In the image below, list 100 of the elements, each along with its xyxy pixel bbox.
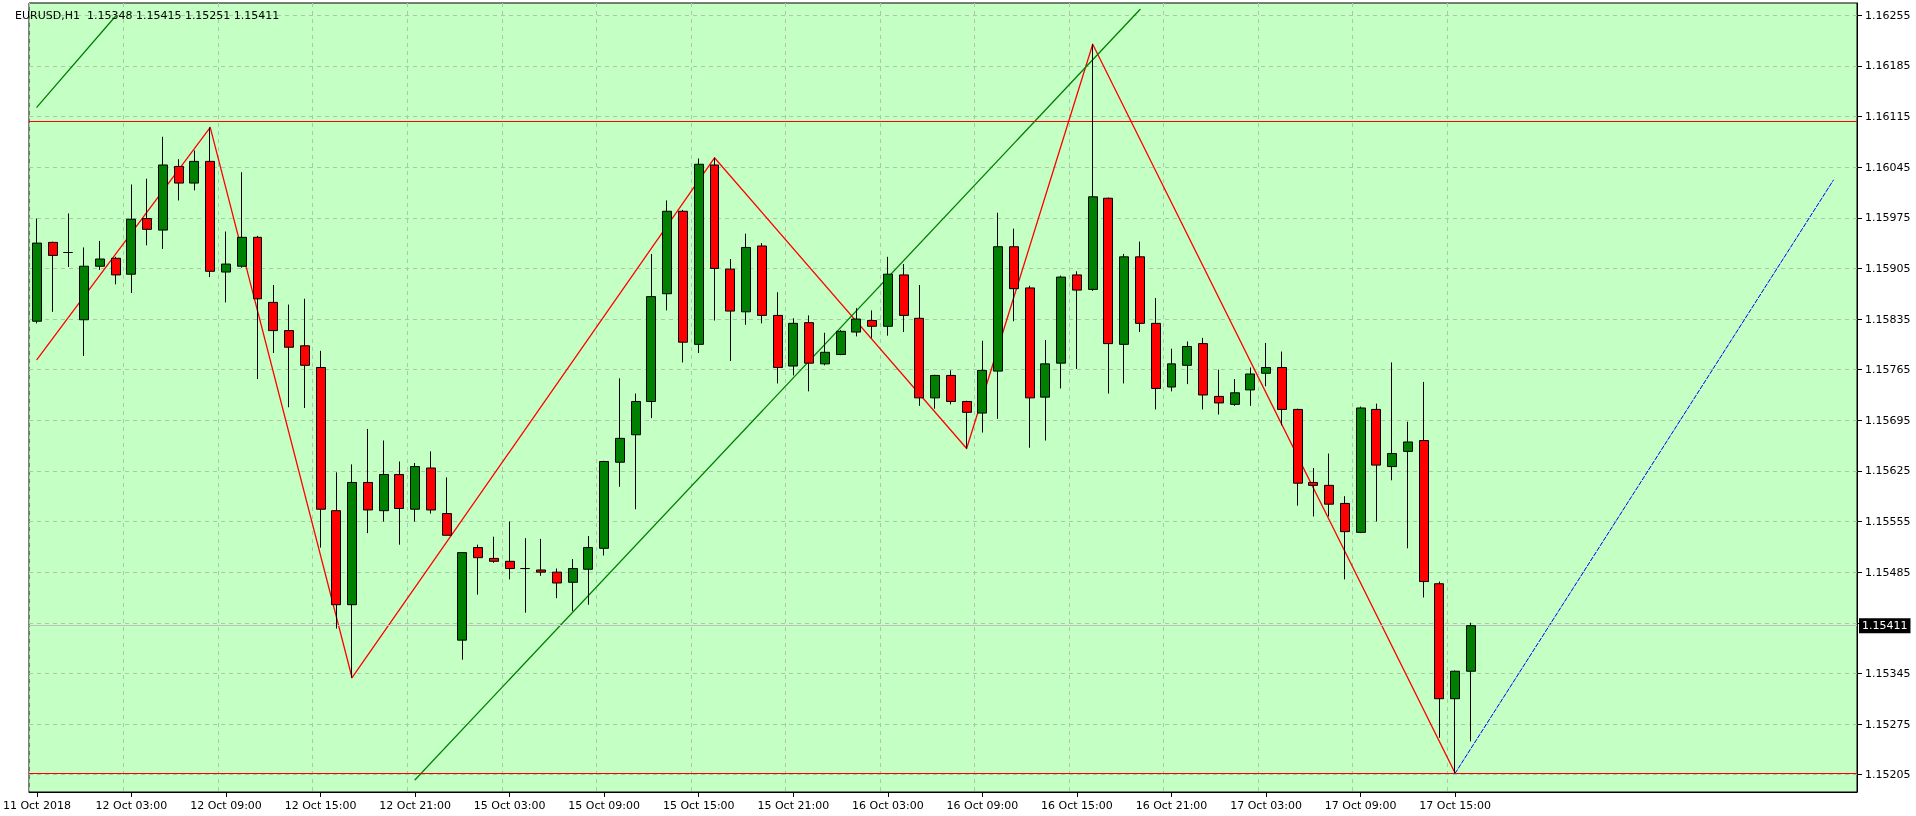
candlestick	[962, 400, 972, 449]
candlestick	[694, 157, 704, 354]
candlestick	[1450, 670, 1460, 774]
candlestick	[757, 242, 767, 324]
candlestick	[63, 212, 73, 268]
candlestick	[457, 552, 467, 661]
candlestick	[899, 263, 909, 333]
x-tick-label: 15 Oct 15:00	[662, 799, 735, 812]
candlestick	[725, 258, 735, 362]
candlestick	[1135, 241, 1145, 333]
candlestick	[48, 241, 58, 313]
candlestick	[867, 309, 877, 339]
candlestick	[442, 476, 452, 536]
x-tick-label: 15 Oct 21:00	[757, 799, 830, 812]
y-tick-label: 1.15625	[1865, 464, 1911, 478]
candlestick	[1261, 342, 1271, 387]
candlestick	[1230, 378, 1240, 407]
candlestick	[79, 246, 89, 357]
candlestick	[662, 199, 672, 311]
candlestick	[1387, 361, 1397, 481]
candlestick	[174, 158, 184, 201]
x-tick-label: 15 Oct 03:00	[473, 799, 546, 812]
candlestick	[804, 314, 814, 392]
candlestick	[237, 171, 247, 269]
candlestick	[710, 157, 719, 321]
candlestick	[1198, 337, 1208, 410]
candlestick	[788, 317, 798, 376]
candlestick	[1324, 453, 1334, 517]
candlestick	[520, 537, 530, 614]
text: EURUSD,H1 1.15348 1.15415 1.15251 1.15411	[15, 9, 280, 22]
candlestick	[930, 374, 940, 410]
candlestick	[473, 544, 483, 596]
candlestick	[1277, 351, 1287, 426]
candlestick	[773, 291, 783, 384]
y-tick-label: 1.15275	[1865, 717, 1911, 731]
candlestick	[741, 233, 751, 326]
y-tick-label: 1.15695	[1865, 413, 1911, 427]
x-tick-label: 17 Oct 03:00	[1230, 799, 1302, 812]
candlestick	[410, 462, 420, 523]
candlestick	[1340, 495, 1350, 580]
candlestick	[205, 126, 215, 278]
candlestick	[426, 450, 436, 515]
y-tick-label: 1.15485	[1865, 565, 1911, 579]
candlestick	[331, 471, 341, 630]
candlestick	[221, 231, 231, 303]
candlestick	[379, 440, 389, 523]
candlestick	[1072, 270, 1082, 370]
candlestick	[505, 521, 515, 580]
y-tick-label: 1.15905	[1865, 261, 1911, 275]
x-tick-label: 12 Oct 09:00	[190, 799, 262, 812]
y-tick-label: 1.16255	[1865, 8, 1911, 22]
candlestick	[1245, 366, 1255, 407]
x-tick-label: 11 Oct 2018	[2, 799, 71, 812]
x-tick-label: 12 Oct 03:00	[95, 799, 168, 812]
candlestick	[1151, 297, 1161, 410]
candlestick	[993, 212, 1003, 420]
x-tick-label: 17 Oct 09:00	[1324, 799, 1397, 812]
candlestick	[1167, 348, 1176, 392]
candlestick	[158, 136, 168, 250]
candlestick	[284, 304, 294, 408]
candlestick	[946, 369, 956, 405]
candlestick	[1119, 253, 1129, 384]
y-tick-label: 1.16185	[1865, 59, 1911, 73]
candlestick	[977, 340, 987, 434]
candlestick	[268, 284, 278, 354]
candlestick	[1182, 340, 1192, 385]
candlestick	[1434, 581, 1444, 739]
candlestick	[836, 329, 846, 356]
candlestick	[615, 377, 625, 488]
candlestick	[1308, 467, 1318, 517]
y-tick-label: 1.15555	[1865, 515, 1911, 529]
candlestick	[32, 218, 42, 324]
candlestick	[536, 538, 546, 577]
candlestick	[126, 184, 136, 294]
candlestick	[552, 568, 562, 599]
candlestick	[1293, 408, 1303, 507]
candlestick	[568, 558, 578, 612]
x-tick-label: 12 Oct 15:00	[284, 799, 357, 812]
candlestick	[1466, 622, 1476, 742]
x-tick-label: 17 Oct 15:00	[1419, 799, 1492, 812]
x-tick-label: 12 Oct 21:00	[379, 799, 451, 812]
candlestick	[883, 256, 893, 337]
candlestick	[95, 240, 105, 271]
candlestick	[300, 298, 310, 409]
x-tick-label: 16 Oct 21:00	[1135, 799, 1208, 812]
candlestick	[347, 463, 357, 679]
candlestick	[583, 535, 593, 606]
candlestick	[646, 253, 656, 419]
y-tick-label: 1.15345	[1865, 666, 1911, 680]
x-tick-label: 16 Oct 03:00	[851, 799, 924, 812]
x-tick-label: 16 Oct 15:00	[1041, 799, 1113, 812]
candlestick	[111, 256, 121, 285]
candlestick	[316, 350, 326, 549]
candlestick	[599, 460, 609, 557]
candlestick	[678, 209, 688, 363]
candlestick	[914, 284, 924, 407]
candlestick	[1214, 369, 1224, 415]
x-tick-label: 15 Oct 09:00	[568, 799, 641, 812]
candlestick	[851, 307, 861, 337]
candlestick	[820, 332, 830, 366]
